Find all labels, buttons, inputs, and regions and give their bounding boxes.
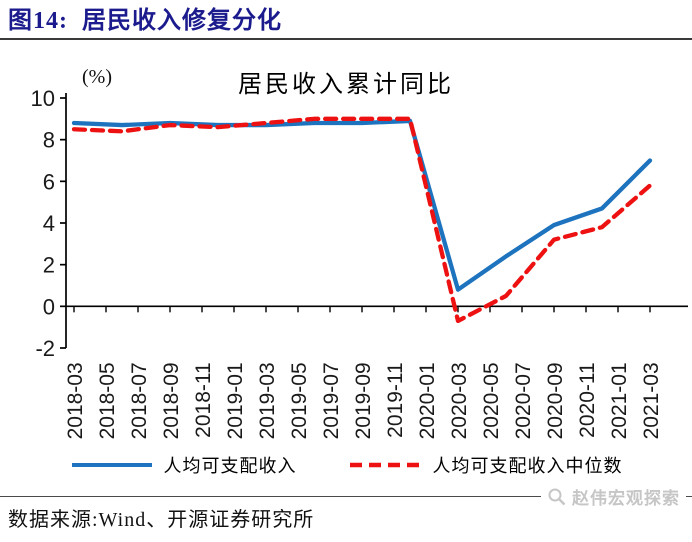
- svg-text:8: 8: [43, 128, 55, 153]
- svg-text:2020-07: 2020-07: [512, 362, 535, 439]
- svg-text:6: 6: [43, 169, 55, 194]
- svg-text:2019-01: 2019-01: [224, 362, 247, 439]
- magnifier-icon: [548, 488, 566, 505]
- y-axis-unit-label: (%): [82, 66, 112, 88]
- figure-footer: 赵伟宏观探索 数据来源:Wind、开源证券研究所: [0, 484, 692, 532]
- svg-text:2018-07: 2018-07: [128, 362, 151, 439]
- svg-text:2018-05: 2018-05: [96, 362, 119, 439]
- svg-text:2019-07: 2019-07: [320, 362, 343, 439]
- legend-swatch-solid-line: [71, 463, 152, 467]
- svg-text:2021-03: 2021-03: [640, 362, 663, 439]
- chart-svg: 10 8 6 4 2 0 -2 2018-03 2018-05 2018-07 2018-09 201…: [31, 86, 688, 439]
- svg-text:2020-03: 2020-03: [448, 362, 471, 439]
- svg-text:10: 10: [31, 86, 55, 111]
- svg-text:2021-01: 2021-01: [608, 362, 631, 439]
- svg-text:2020-01: 2020-01: [416, 362, 439, 439]
- svg-text:2019-03: 2019-03: [256, 362, 279, 439]
- legend-label-disposable-income: 人均可支配收入: [163, 456, 297, 476]
- svg-text:2019-05: 2019-05: [288, 362, 311, 439]
- legend-item-disposable-income: 人均可支配收入: [70, 452, 297, 478]
- svg-text:-2: -2: [35, 336, 55, 361]
- legend-label-median-income: 人均可支配收入中位数: [432, 456, 623, 476]
- figure-header: 图14: 居民收入修复分化: [0, 0, 692, 40]
- svg-text:2018-03: 2018-03: [64, 362, 87, 439]
- figure-number-label: 图14:: [8, 8, 68, 34]
- svg-text:2018-09: 2018-09: [160, 362, 183, 439]
- svg-text:2020-09: 2020-09: [544, 362, 567, 439]
- svg-text:0: 0: [43, 294, 55, 319]
- svg-text:2019-09: 2019-09: [352, 362, 375, 439]
- svg-text:2: 2: [43, 253, 55, 278]
- svg-text:4: 4: [43, 211, 55, 236]
- data-source: 数据来源:Wind、开源证券研究所: [8, 509, 315, 531]
- watermark-text: 赵伟宏观探索: [572, 489, 680, 508]
- svg-text:2020-11: 2020-11: [576, 362, 599, 438]
- chart-title: 居民收入累计同比: [238, 72, 454, 98]
- svg-text:2018-11: 2018-11: [192, 362, 215, 438]
- figure-title: 居民收入修复分化: [82, 8, 282, 34]
- svg-text:2019-11: 2019-11: [384, 362, 407, 438]
- chart-legend: 人均可支配收入 人均可支配收入中位数: [0, 450, 692, 480]
- watermark: 赵伟宏观探索: [541, 484, 686, 509]
- chart-area: (%) 居民收入累计同比 10 8 6 4 2 0 -2 2018-03 2018-05 2018…: [0, 40, 692, 448]
- legend-swatch-dashed-line: [349, 462, 422, 468]
- legend-item-median-income: 人均可支配收入中位数: [349, 452, 623, 478]
- svg-text:2020-05: 2020-05: [480, 362, 503, 439]
